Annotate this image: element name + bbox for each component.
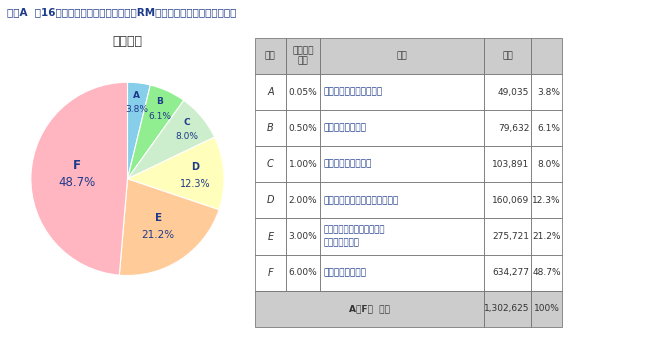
Text: 格付: 格付 — [265, 51, 276, 61]
Text: 275,721: 275,721 — [493, 232, 529, 241]
Bar — [286, 255, 321, 291]
Text: F: F — [268, 268, 273, 278]
Bar — [255, 146, 286, 182]
Text: 0.50%: 0.50% — [289, 123, 317, 133]
Text: E: E — [154, 213, 162, 223]
Text: 160,069: 160,069 — [492, 196, 529, 205]
Text: F: F — [73, 159, 81, 172]
Bar — [531, 255, 562, 291]
Bar — [484, 291, 531, 327]
Text: 想定倒産
確率: 想定倒産 確率 — [293, 46, 314, 66]
Bar — [484, 146, 531, 182]
Bar — [531, 291, 562, 327]
Bar — [286, 218, 321, 255]
Bar — [255, 38, 286, 74]
Text: 通常取引不適格先: 通常取引不適格先 — [323, 268, 367, 277]
Text: 支払い能力に懸念があり、: 支払い能力に懸念があり、 — [323, 226, 385, 235]
Bar — [321, 146, 484, 182]
Text: C: C — [183, 118, 190, 127]
Text: 3.8%: 3.8% — [125, 105, 148, 114]
Text: 8.0%: 8.0% — [175, 132, 198, 141]
Text: 8.0%: 8.0% — [537, 160, 561, 169]
Text: 12.3%: 12.3% — [180, 179, 210, 189]
Text: 0.05%: 0.05% — [289, 87, 317, 97]
Bar — [255, 110, 286, 146]
Text: 3.8%: 3.8% — [537, 87, 561, 97]
Text: 6.1%: 6.1% — [537, 123, 561, 133]
Text: A: A — [267, 87, 274, 97]
Bar — [255, 182, 286, 218]
Text: 件数: 件数 — [503, 51, 513, 61]
Text: 定義: 定義 — [397, 51, 408, 61]
Text: 634,277: 634,277 — [493, 268, 529, 277]
Bar — [321, 110, 484, 146]
Wedge shape — [127, 82, 150, 179]
Bar — [321, 182, 484, 218]
Text: 図表A  第16回「格付ロジック改定によるRM格付変動の影響」／格付分布: 図表A 第16回「格付ロジック改定によるRM格付変動の影響」／格付分布 — [7, 7, 236, 17]
Bar — [531, 38, 562, 74]
Bar — [321, 255, 484, 291]
Bar — [286, 74, 321, 110]
Bar — [286, 110, 321, 146]
Text: 48.7%: 48.7% — [532, 268, 561, 277]
Text: C: C — [267, 159, 274, 169]
Text: 支払い能力が非常に高い: 支払い能力が非常に高い — [323, 87, 383, 97]
Bar — [484, 74, 531, 110]
Text: B: B — [156, 97, 163, 106]
Bar — [484, 255, 531, 291]
Bar — [484, 110, 531, 146]
Bar — [484, 38, 531, 74]
Bar — [531, 74, 562, 110]
Bar — [531, 146, 562, 182]
Text: D: D — [266, 195, 274, 205]
Bar — [531, 218, 562, 255]
Bar — [321, 218, 484, 255]
Text: 6.00%: 6.00% — [289, 268, 317, 277]
Bar — [484, 218, 531, 255]
Bar — [531, 110, 562, 146]
Text: D: D — [191, 162, 199, 172]
Text: 21.2%: 21.2% — [532, 232, 561, 241]
Wedge shape — [127, 100, 215, 179]
Text: 支払い能力が高い: 支払い能力が高い — [323, 123, 367, 133]
Wedge shape — [127, 137, 224, 210]
Text: A～F格  合計: A～F格 合計 — [349, 304, 390, 313]
Text: 1.00%: 1.00% — [289, 160, 317, 169]
Bar — [255, 255, 286, 291]
Text: 3.00%: 3.00% — [289, 232, 317, 241]
Text: A: A — [134, 91, 140, 100]
Text: 103,891: 103,891 — [492, 160, 529, 169]
Text: 100%: 100% — [534, 304, 560, 313]
Text: 21.2%: 21.2% — [142, 229, 174, 239]
Text: 格付分布: 格付分布 — [113, 35, 142, 49]
Bar — [255, 291, 484, 327]
Bar — [321, 38, 484, 74]
Bar — [484, 182, 531, 218]
Text: 48.7%: 48.7% — [58, 176, 96, 189]
Wedge shape — [119, 179, 219, 276]
Wedge shape — [31, 82, 127, 275]
Bar — [255, 218, 286, 255]
Text: E: E — [267, 232, 273, 241]
Wedge shape — [127, 85, 184, 179]
Text: 12.3%: 12.3% — [532, 196, 561, 205]
Bar — [286, 182, 321, 218]
Text: 49,035: 49,035 — [498, 87, 529, 97]
Text: 2.00%: 2.00% — [289, 196, 317, 205]
Bar — [286, 38, 321, 74]
Text: 6.1%: 6.1% — [148, 112, 171, 121]
Bar — [255, 74, 286, 110]
Text: B: B — [267, 123, 274, 133]
Text: 1,302,625: 1,302,625 — [484, 304, 529, 313]
Text: 将来の支払い能力に懸念がある: 将来の支払い能力に懸念がある — [323, 196, 399, 205]
Text: 79,632: 79,632 — [498, 123, 529, 133]
Bar — [321, 74, 484, 110]
Bar — [286, 146, 321, 182]
Text: 注意するべき先: 注意するべき先 — [323, 238, 360, 247]
Bar — [531, 182, 562, 218]
Text: 支払い能力は中程度: 支払い能力は中程度 — [323, 160, 372, 169]
